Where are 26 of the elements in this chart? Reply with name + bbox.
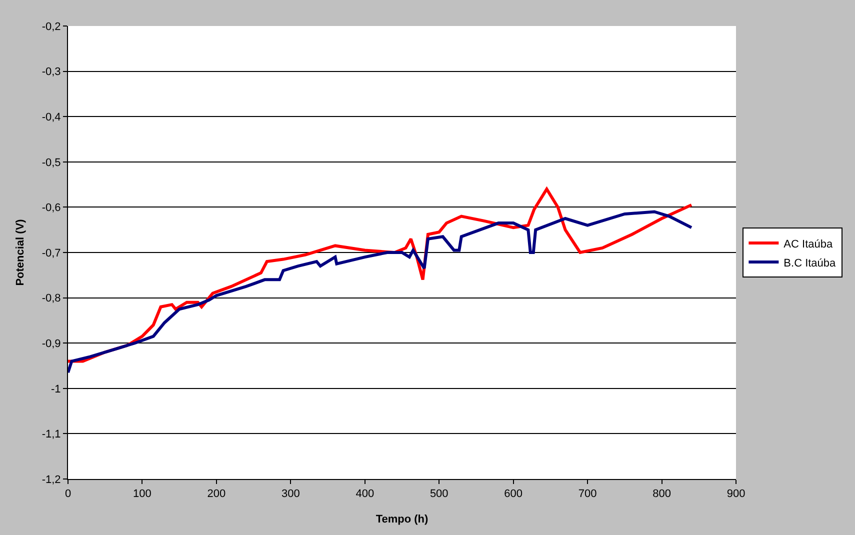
x-tick-label: 600	[504, 488, 523, 500]
x-tick-label: 200	[207, 488, 226, 500]
y-tick-label: -0,6	[42, 202, 61, 214]
line-series	[68, 210, 693, 374]
y-tick-label: -1,2	[42, 474, 61, 486]
y-tick-label: -0,9	[42, 338, 61, 350]
x-tick-label: 700	[578, 488, 597, 500]
x-tick-label: 0	[64, 488, 72, 500]
y-tick-label: -1	[51, 383, 61, 396]
legend-label: AC Itaúba	[784, 238, 834, 250]
x-tick-label: 400	[356, 488, 374, 500]
x-tick-label: 900	[726, 488, 746, 500]
x-tick-label: 800	[652, 488, 671, 500]
x-tick-label: 100	[133, 488, 152, 500]
y-tick-label: -1,1	[42, 428, 61, 441]
x-axis-title: Tempo (h)	[376, 513, 429, 526]
y-tick-label: -0,7	[42, 247, 61, 260]
x-tick-label: 500	[430, 488, 448, 500]
legend-label: B.C Itaúba	[784, 257, 837, 270]
y-tick-label: -0,3	[42, 66, 61, 78]
y-tick-label: -0,5	[42, 156, 61, 169]
y-tick-label: -0,4	[42, 111, 61, 124]
y-tick-label: -0,8	[42, 292, 61, 305]
y-tick-label: -0,2	[42, 20, 61, 33]
y-axis-title: Potencial (V)	[14, 218, 26, 286]
x-tick-label: 300	[281, 488, 300, 500]
